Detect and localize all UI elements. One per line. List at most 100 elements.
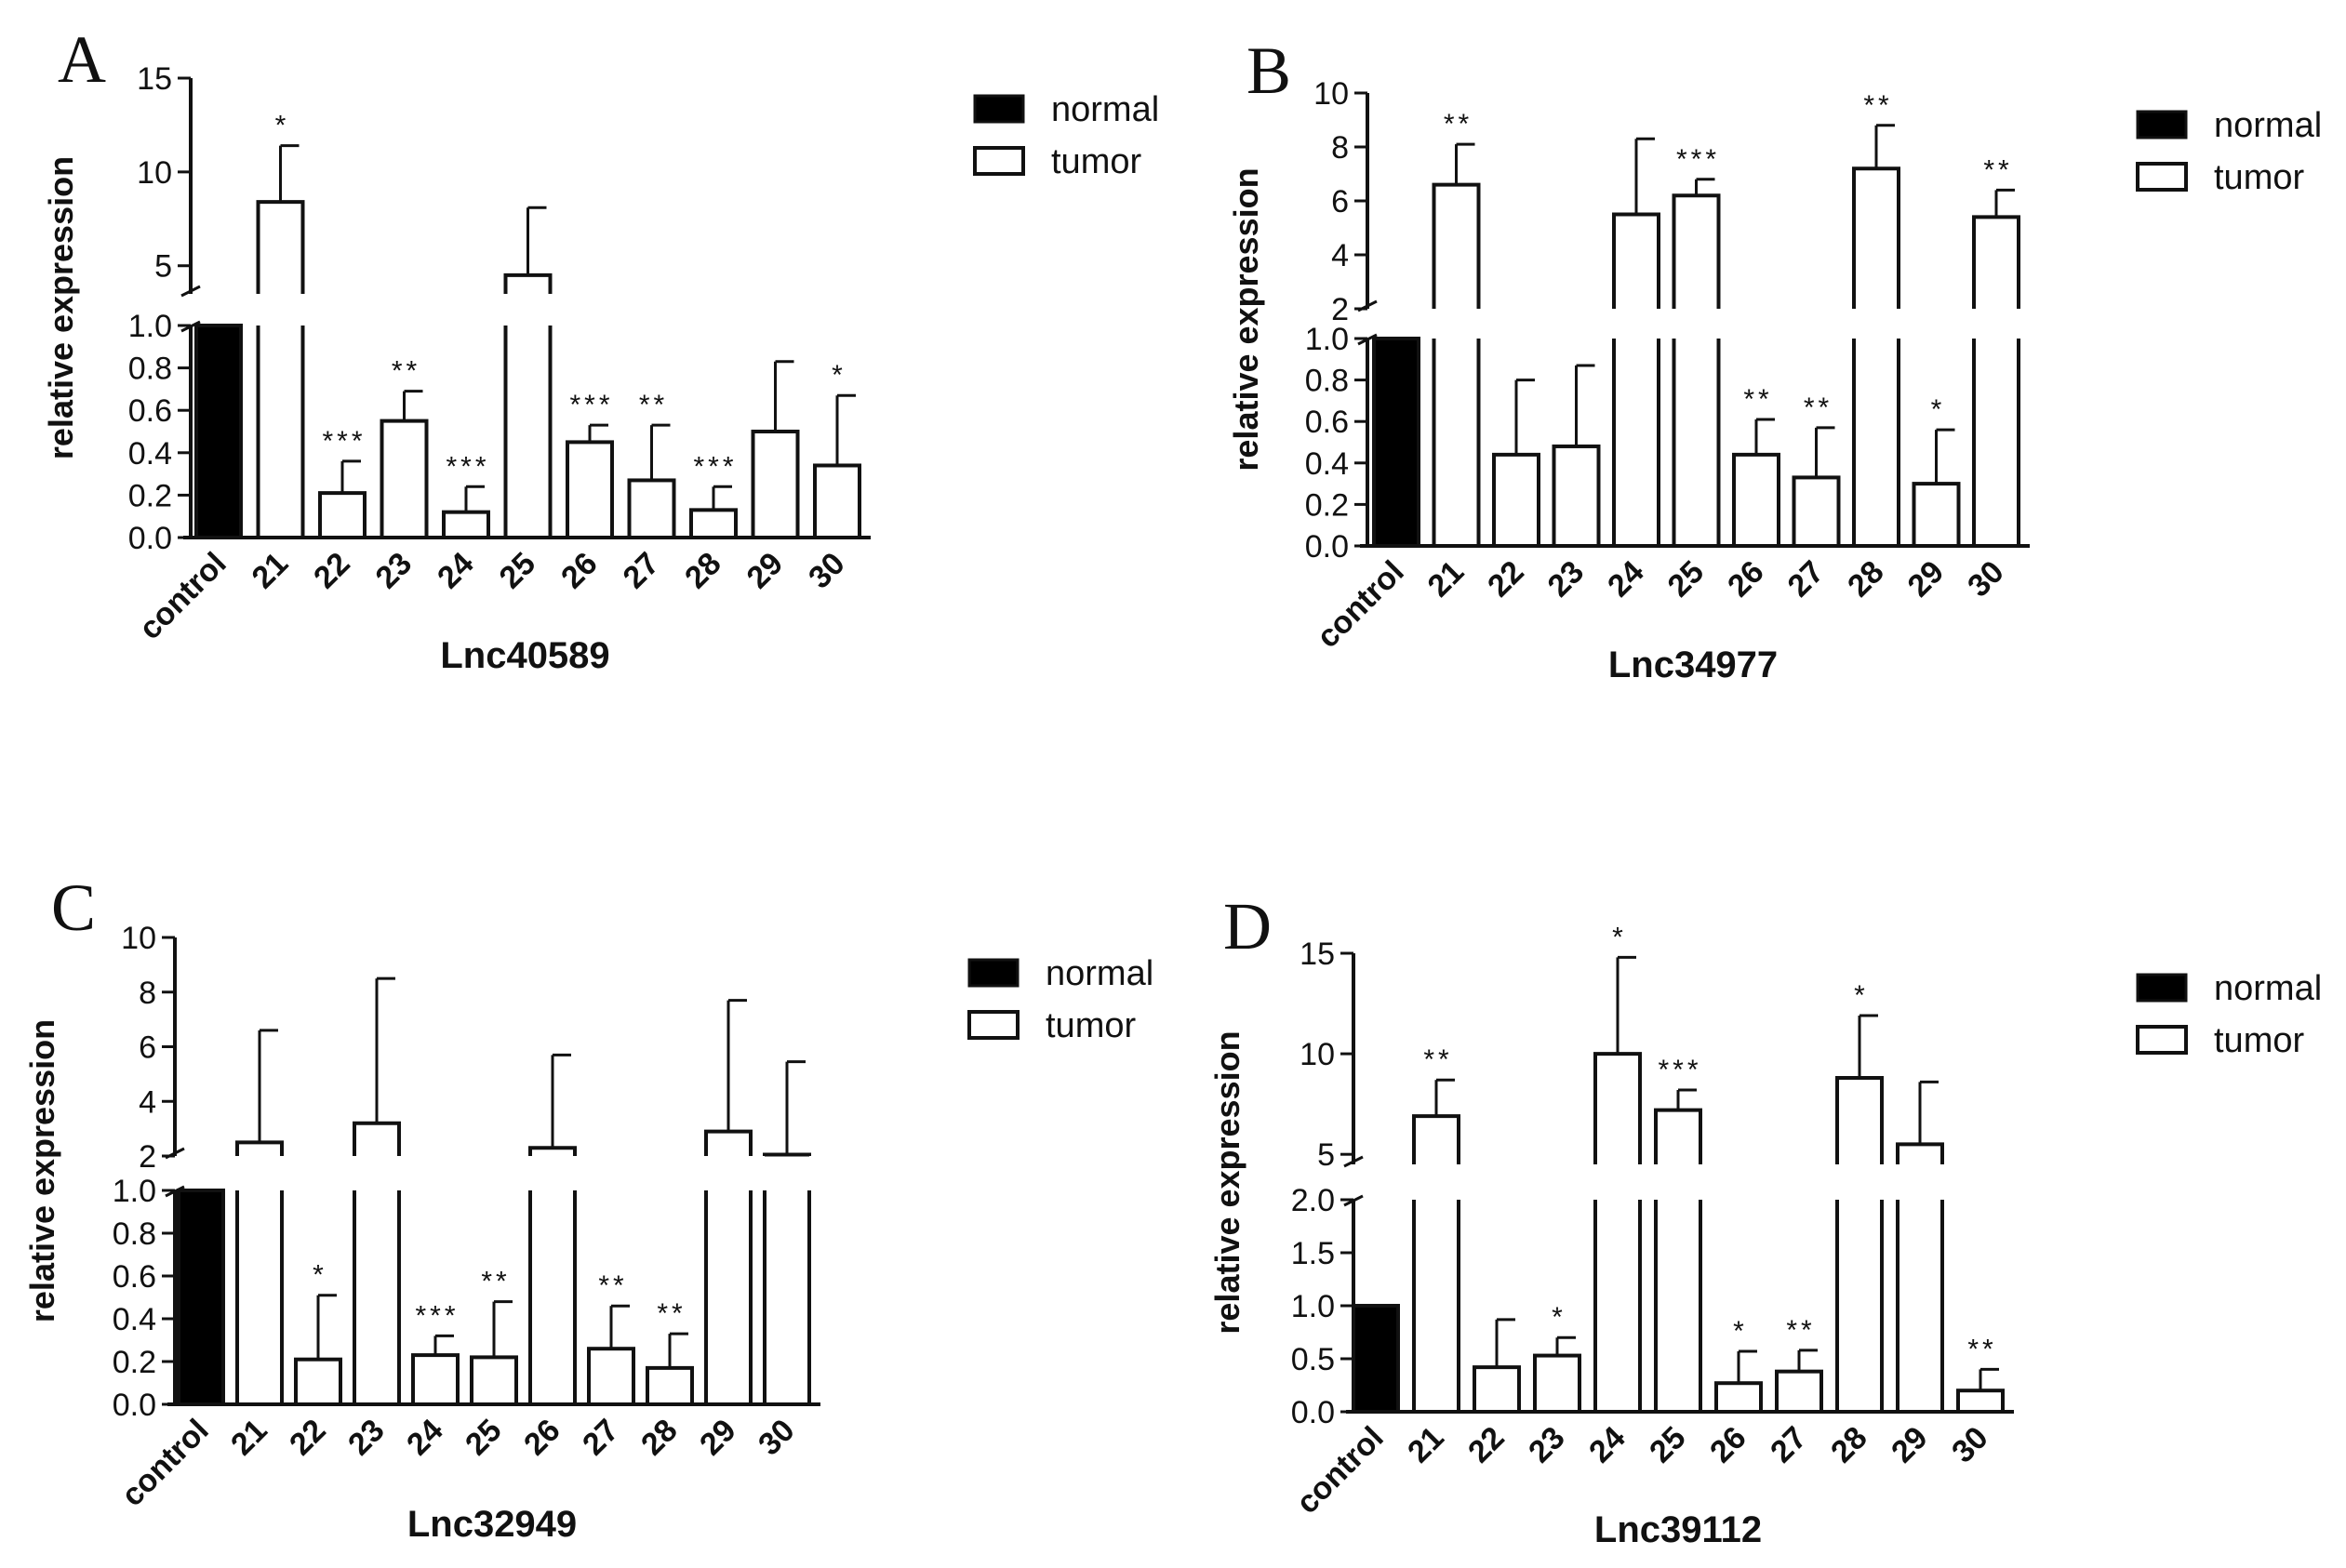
bar-23 — [1552, 444, 1601, 548]
bar-21-lower — [1412, 1200, 1460, 1414]
legend-tumor-swatch — [2136, 1025, 2188, 1055]
significance-25: *** — [1676, 144, 1720, 175]
x-tick-label-22: 22 — [1461, 1420, 1512, 1470]
bar-30-upper — [1972, 215, 2020, 309]
bar-21-lower — [256, 326, 305, 539]
significance-24: *** — [415, 1300, 459, 1331]
panel-a: A 0.0 0.2 0.4 0.6 0.8 1.0 5 10 15 relative express… — [42, 22, 1159, 676]
y-tick-label: 5 — [154, 249, 172, 285]
y-tick-label: 0.0 — [1291, 1395, 1335, 1430]
x-tick-label-26: 26 — [554, 546, 605, 596]
x-tick-label-26: 26 — [517, 1413, 567, 1463]
significance-23: ** — [392, 356, 420, 387]
significance-22: *** — [322, 426, 366, 457]
chart-title: Lnc32949 — [407, 1504, 577, 1545]
bar-29-lower — [1896, 1200, 1944, 1414]
legend-normal-label: normal — [1046, 954, 1153, 993]
bar-25-upper — [1672, 193, 1721, 309]
x-tick-label-24: 24 — [400, 1413, 450, 1463]
x-tick-label-21: 21 — [1421, 554, 1472, 605]
bar-22 — [1473, 1365, 1521, 1414]
significance-21: ** — [1444, 109, 1473, 140]
significance-24: * — [1612, 922, 1627, 952]
y-axis-label: relative expression — [1208, 1030, 1246, 1334]
x-tick-label-28: 28 — [1824, 1420, 1874, 1470]
panel-d: D 0.0 0.5 1.0 1.5 2.0 5 10 15 relative expression… — [1208, 889, 2322, 1550]
y-tick-label: 5 — [1317, 1137, 1335, 1173]
bar-29-lower — [704, 1190, 753, 1406]
y-axis-label: relative expression — [23, 1019, 61, 1322]
legend-normal-label: normal — [1051, 90, 1159, 129]
x-tick-label-30: 30 — [1945, 1420, 1995, 1470]
y-tick-label: 2 — [1331, 292, 1349, 327]
bar-28-upper — [1852, 166, 1900, 309]
bar-23-upper — [353, 1121, 401, 1156]
bar-24-upper — [1593, 1052, 1642, 1164]
x-tick-label-28: 28 — [1841, 554, 1891, 605]
x-tick-label-23: 23 — [369, 546, 420, 596]
legend-normal-swatch — [2136, 110, 2188, 140]
bar-27 — [1775, 1369, 1823, 1415]
x-tick-label-30: 30 — [1961, 554, 2011, 605]
significance-27: ** — [598, 1270, 627, 1301]
y-axis-label: relative expression — [1227, 167, 1265, 471]
chart-title: Lnc34977 — [1608, 644, 1778, 685]
bar-21-lower — [235, 1190, 284, 1406]
significance-26: ** — [1743, 384, 1772, 415]
legend-tumor-label: tumor — [2214, 1021, 2304, 1060]
panel-letter: A — [58, 22, 106, 97]
x-tick-label-23: 23 — [1541, 554, 1592, 605]
y-tick-label: 8 — [139, 976, 156, 1011]
x-tick-label-30: 30 — [752, 1413, 802, 1463]
y-tick-label: 1.0 — [113, 1174, 156, 1209]
legend: normal tumor — [2136, 969, 2322, 1060]
bar-25 — [470, 1355, 518, 1407]
bar-24-upper — [1612, 212, 1660, 309]
x-tick-label-control: control — [1310, 554, 1410, 655]
x-tick-label-22: 22 — [1481, 554, 1531, 605]
x-tick-label-29: 29 — [1885, 1420, 1935, 1470]
y-tick-label: 10 — [137, 155, 172, 191]
bar-23-lower — [353, 1190, 401, 1406]
bar-23 — [1533, 1353, 1581, 1414]
x-tick-label-27: 27 — [617, 546, 667, 596]
x-tick-label-26: 26 — [1721, 554, 1771, 605]
bar-23 — [380, 419, 429, 540]
significance-23: * — [1552, 1302, 1566, 1333]
x-tick-label-22: 22 — [307, 546, 357, 596]
bar-22 — [318, 491, 367, 539]
bar-control — [177, 1189, 225, 1406]
bar-24 — [411, 1353, 460, 1406]
bar-28-upper — [1835, 1076, 1884, 1164]
bar-26 — [1714, 1381, 1763, 1414]
y-tick-label: 1.5 — [1291, 1236, 1335, 1271]
panel-letter: C — [51, 870, 96, 945]
bar-24 — [442, 510, 490, 540]
legend-tumor-swatch — [973, 146, 1025, 176]
y-tick-label: 2 — [139, 1139, 156, 1175]
significance-30: * — [832, 360, 846, 391]
bar-24-lower — [1612, 339, 1660, 548]
legend: normal tumor — [973, 90, 1159, 181]
y-tick-label: 6 — [139, 1030, 156, 1066]
bar-30-lower — [1972, 339, 2020, 548]
x-tick-label-21: 21 — [1401, 1420, 1451, 1470]
y-tick-label: 4 — [1331, 238, 1349, 273]
significance-28: *** — [693, 451, 737, 482]
bar-21-lower — [1432, 339, 1481, 548]
bar-21-upper — [256, 200, 305, 294]
x-tick-label-22: 22 — [283, 1413, 333, 1463]
y-tick-label: 8 — [1331, 130, 1349, 166]
bar-22 — [1492, 452, 1540, 549]
y-tick-label: 2.0 — [1291, 1183, 1335, 1218]
x-tick-label-control: control — [1289, 1420, 1390, 1521]
significance-28: ** — [657, 1298, 686, 1329]
y-tick-label: 0.0 — [128, 521, 172, 556]
bar-26 — [566, 440, 614, 539]
x-tick-label-23: 23 — [341, 1413, 392, 1463]
bar-29 — [751, 430, 800, 539]
y-tick-label: 0.2 — [113, 1345, 156, 1380]
bar-control — [1372, 337, 1420, 548]
x-tick-label-28: 28 — [634, 1413, 685, 1463]
